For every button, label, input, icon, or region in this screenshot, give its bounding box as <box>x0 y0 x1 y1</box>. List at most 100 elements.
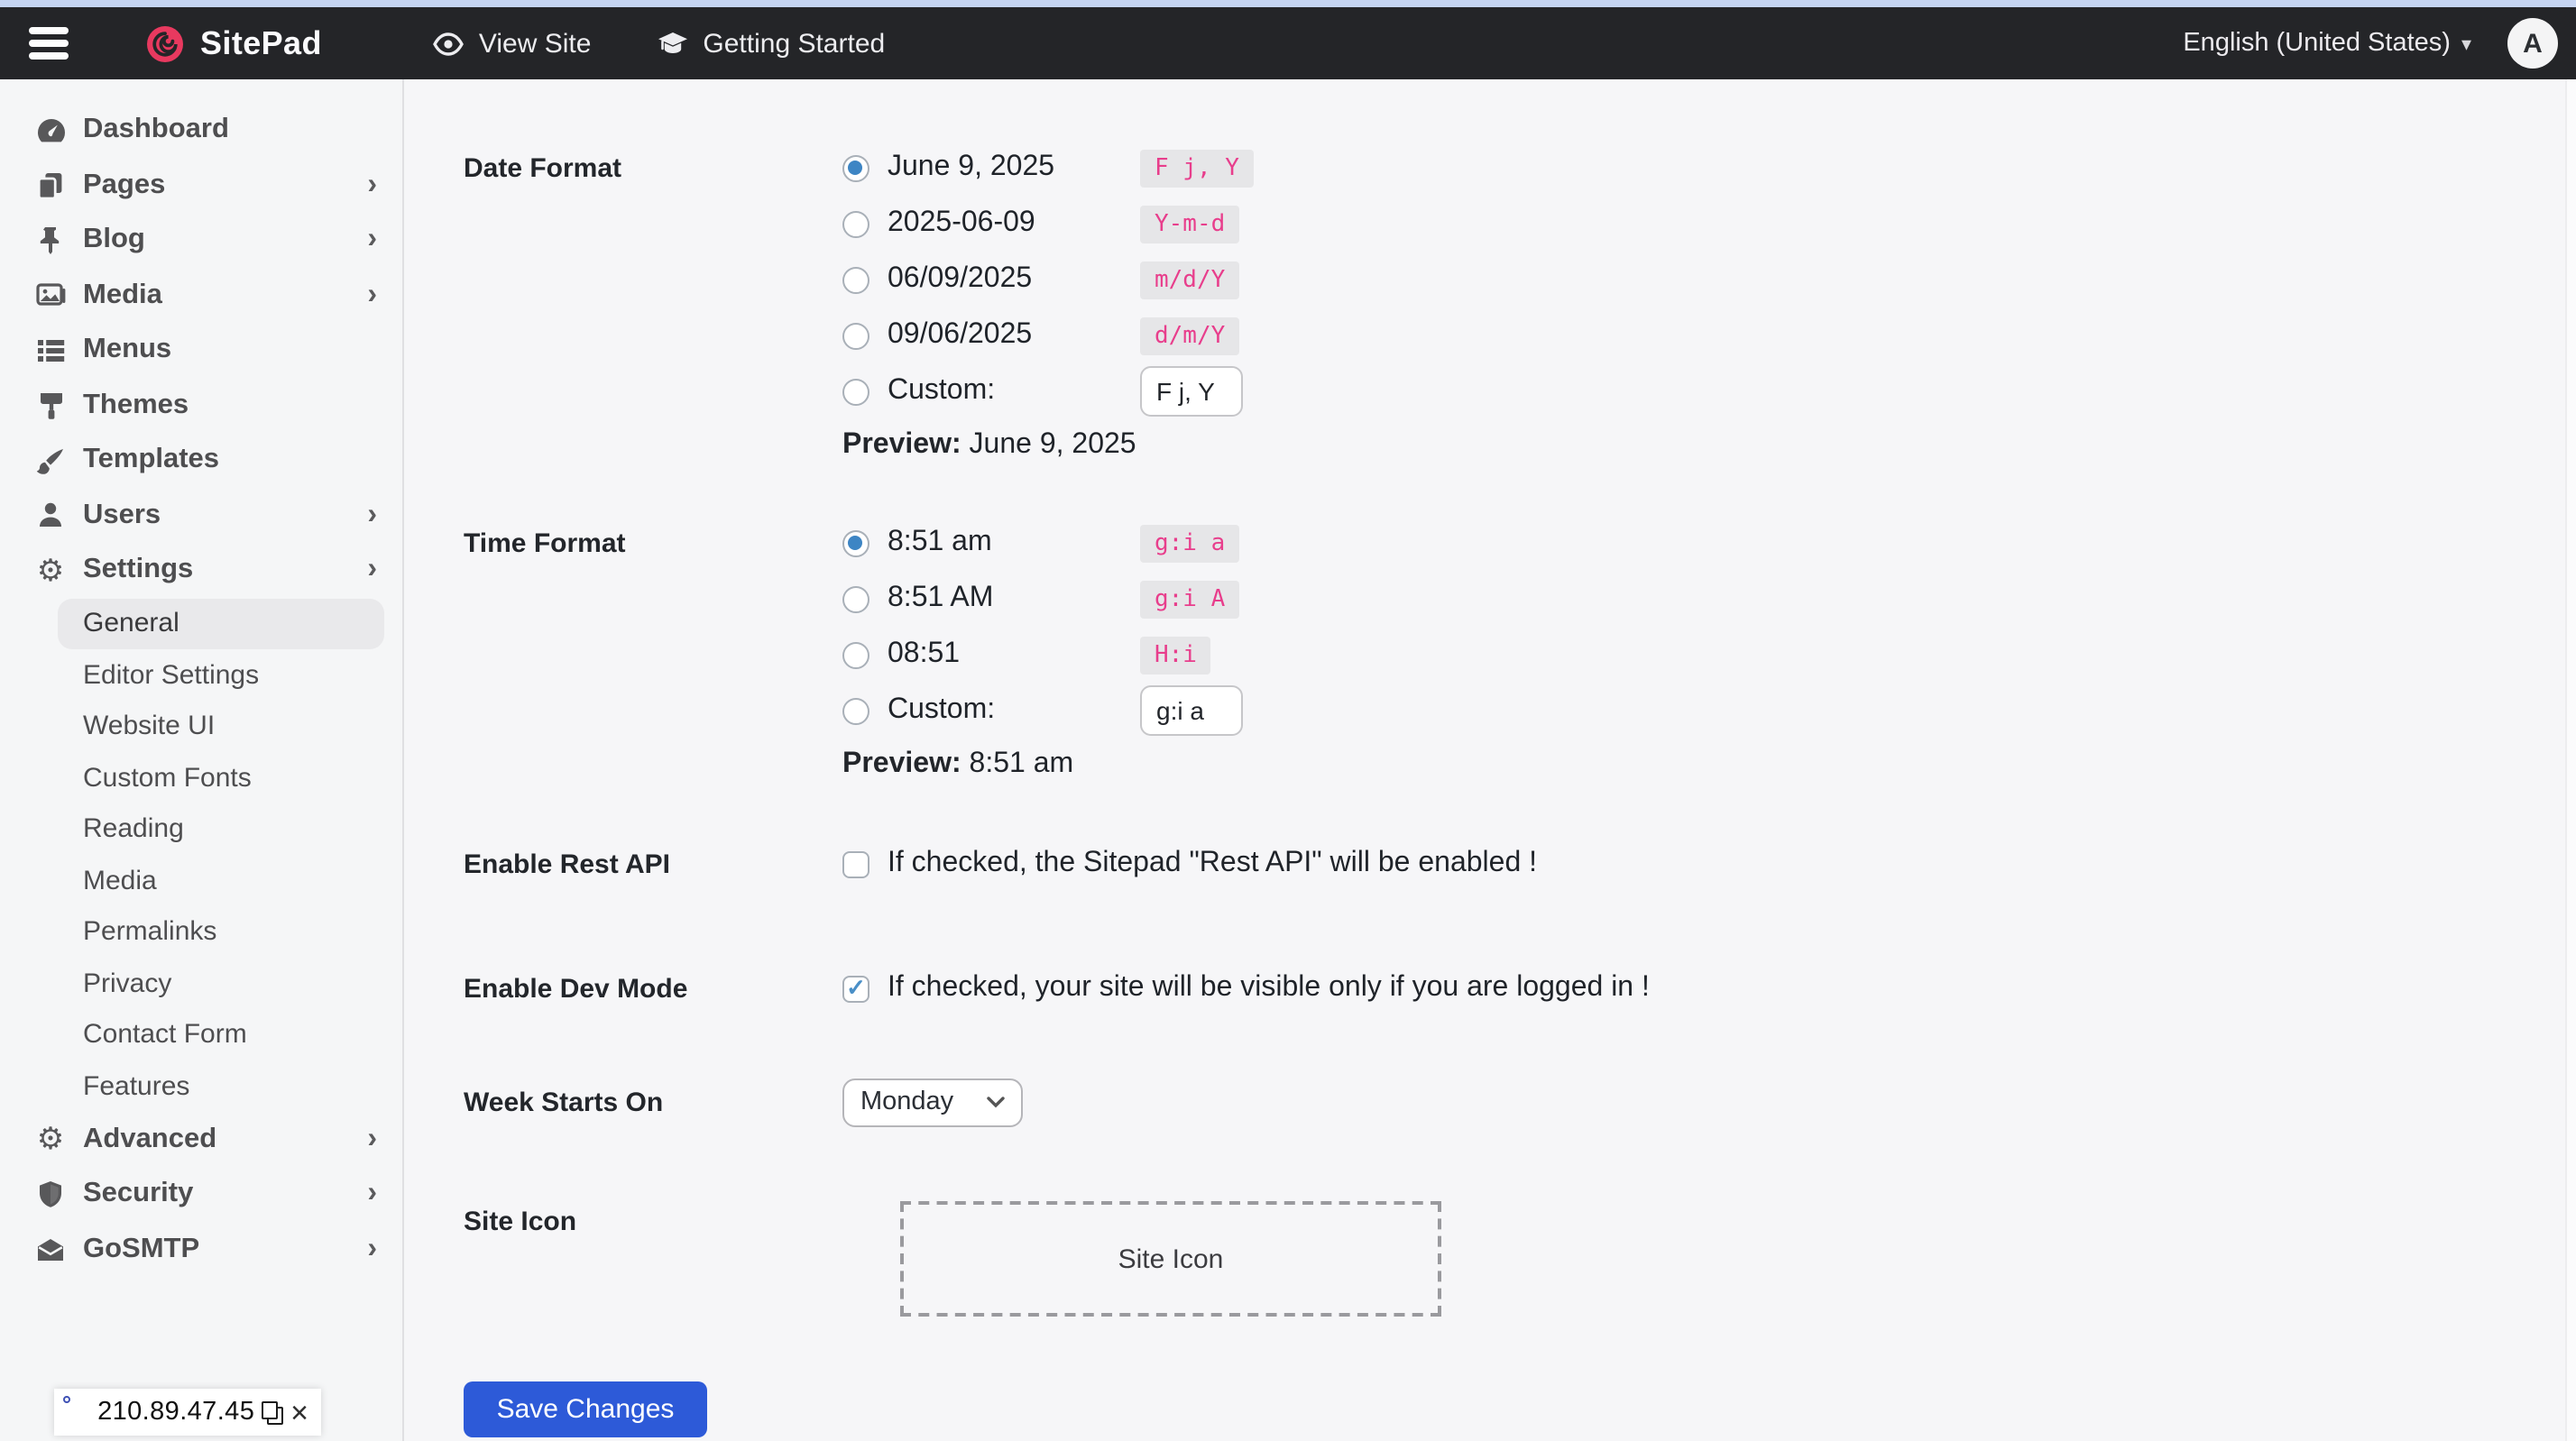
date-format-radio-2[interactable] <box>842 210 869 237</box>
chevron-right-icon: › <box>367 1123 377 1154</box>
rest-api-row: Enable Rest API ✓ If checked, the Sitepa… <box>464 837 1537 891</box>
sidebar-item-advanced[interactable]: ⚙ Advanced › <box>0 1112 402 1167</box>
sitepad-logo-icon <box>146 24 184 62</box>
language-selector[interactable]: English (United States) ▾ <box>2183 29 2471 58</box>
sidebar-item-label: Menus <box>83 334 172 365</box>
caret-down-icon: ▾ <box>2461 33 2471 55</box>
getting-started-button[interactable]: Getting Started <box>656 28 885 59</box>
time-format-radio-2[interactable] <box>842 585 869 612</box>
time-format-row-1: Time Format 8:51 am g:i a <box>464 516 1240 570</box>
rest-api-description: If checked, the Sitepad "Rest API" will … <box>888 848 1538 878</box>
sidebar-subitem-contact-form[interactable]: Contact Form <box>58 1009 384 1060</box>
date-format-code-1: F j, Y <box>1140 149 1254 187</box>
dev-mode-checkbox[interactable]: ✓ <box>842 975 869 1002</box>
sidebar-item-label: Pages <box>83 169 166 200</box>
radio-option-label: 06/09/2025 <box>888 263 1033 294</box>
sidebar-subitem-media[interactable]: Media <box>58 855 384 906</box>
week-starts-row: Week Starts On Monday <box>464 1075 1023 1129</box>
user-icon <box>34 502 67 529</box>
time-format-radio-3[interactable] <box>842 641 869 668</box>
sidebar-subitem-custom-fonts[interactable]: Custom Fonts <box>58 752 384 803</box>
sidebar-item-gosmtp[interactable]: GoSMTP › <box>0 1222 402 1277</box>
time-format-label: Time Format <box>464 528 626 558</box>
copy-icon[interactable] <box>262 1400 284 1424</box>
week-starts-select[interactable]: Monday <box>842 1078 1023 1126</box>
sidebar-item-label: Templates <box>83 444 220 475</box>
date-format-radio-4[interactable] <box>842 322 869 349</box>
time-format-radio-custom[interactable] <box>842 697 869 724</box>
site-icon-dropzone[interactable]: Site Icon <box>900 1201 1441 1317</box>
sidebar-item-dashboard[interactable]: Dashboard <box>0 103 402 158</box>
save-changes-button[interactable]: Save Changes <box>464 1381 707 1437</box>
shield-icon <box>34 1180 67 1209</box>
sidebar-item-label: Dashboard <box>83 114 229 145</box>
india-flag-icon <box>63 1395 85 1426</box>
time-format-code-1: g:i a <box>1140 524 1240 562</box>
chevron-right-icon: › <box>367 169 377 200</box>
sitepad-logo[interactable]: SitePad <box>146 24 322 62</box>
top-bar-right: English (United States) ▾ A <box>2183 18 2558 69</box>
view-site-button[interactable]: View Site <box>433 28 591 59</box>
ip-address-widget: 210.89.47.45 × <box>54 1389 321 1436</box>
ip-address: 210.89.47.45 <box>97 1398 255 1427</box>
sidebar-item-users[interactable]: Users › <box>0 488 402 543</box>
date-format-row-1: Date Format June 9, 2025 F j, Y <box>464 141 1254 195</box>
sidebar-item-label: Security <box>83 1178 194 1209</box>
rest-api-label: Enable Rest API <box>464 849 670 879</box>
sidebar-subitem-privacy[interactable]: Privacy <box>58 958 384 1009</box>
close-icon[interactable]: × <box>290 1395 308 1429</box>
hamburger-menu-button[interactable] <box>29 27 69 60</box>
sidebar-item-settings[interactable]: ⚙ Settings › <box>0 543 402 598</box>
chevron-right-icon: › <box>367 1233 377 1264</box>
chevron-right-icon: › <box>367 279 377 310</box>
top-nav: View Site Getting Started <box>433 28 885 59</box>
sidebar-item-templates[interactable]: Templates <box>0 433 402 488</box>
time-format-radio-1[interactable] <box>842 529 869 556</box>
dashboard-gauge-icon <box>34 117 67 144</box>
date-format-radio-3[interactable] <box>842 266 869 293</box>
chevron-right-icon: › <box>367 224 377 255</box>
envelope-icon <box>34 1237 67 1262</box>
sidebar-subitem-general[interactable]: General <box>58 598 384 649</box>
sidebar-item-menus[interactable]: Menus <box>0 323 402 378</box>
date-format-custom-input[interactable] <box>1140 366 1243 417</box>
sidebar-item-label: Advanced <box>83 1123 217 1154</box>
radio-option-label: 09/06/2025 <box>888 319 1033 350</box>
date-format-code-4: d/m/Y <box>1140 317 1240 354</box>
date-format-custom-row: Custom: <box>464 364 1243 418</box>
preview-label: Preview: <box>842 748 961 779</box>
avatar-button[interactable]: A <box>2507 18 2558 69</box>
dev-mode-row: Enable Dev Mode ✓ If checked, your site … <box>464 961 1650 1015</box>
sidebar: Dashboard Pages › Blog › Media › <box>0 79 404 1441</box>
sidebar-item-label: GoSMTP <box>83 1233 200 1264</box>
rest-api-checkbox[interactable]: ✓ <box>842 850 869 877</box>
sidebar-subitem-reading[interactable]: Reading <box>58 803 384 855</box>
sidebar-item-pages[interactable]: Pages › <box>0 158 402 213</box>
list-icon <box>34 339 67 363</box>
chevron-right-icon: › <box>367 554 377 585</box>
sidebar-item-security[interactable]: Security › <box>0 1167 402 1222</box>
subitem-label: General <box>83 608 179 639</box>
date-format-row-2: 2025-06-09 Y-m-d <box>464 197 1240 251</box>
sidebar-subitem-editor-settings[interactable]: Editor Settings <box>58 649 384 701</box>
sidebar-subitem-permalinks[interactable]: Permalinks <box>58 906 384 958</box>
date-format-preview-row: Preview: June 9, 2025 <box>464 418 1136 473</box>
sidebar-item-media[interactable]: Media › <box>0 268 402 323</box>
paintbrush-icon <box>34 447 67 474</box>
sidebar-subitem-website-ui[interactable]: Website UI <box>58 701 384 752</box>
dev-mode-label: Enable Dev Mode <box>464 973 688 1004</box>
sidebar-item-blog[interactable]: Blog › <box>0 213 402 268</box>
date-format-radio-1[interactable] <box>842 154 869 181</box>
sidebar-item-label: Media <box>83 279 162 310</box>
chevron-right-icon: › <box>367 1178 377 1209</box>
sidebar-item-label: Users <box>83 499 161 530</box>
date-format-radio-custom[interactable] <box>842 378 869 405</box>
site-icon-label: Site Icon <box>464 1206 577 1236</box>
time-format-custom-input[interactable] <box>1140 685 1243 736</box>
sidebar-item-themes[interactable]: Themes <box>0 378 402 433</box>
scrollbar-track[interactable] <box>2565 79 2576 1441</box>
date-format-row-3: 06/09/2025 m/d/Y <box>464 252 1240 307</box>
media-image-icon <box>34 282 67 308</box>
sidebar-subitem-features[interactable]: Features <box>58 1060 384 1112</box>
